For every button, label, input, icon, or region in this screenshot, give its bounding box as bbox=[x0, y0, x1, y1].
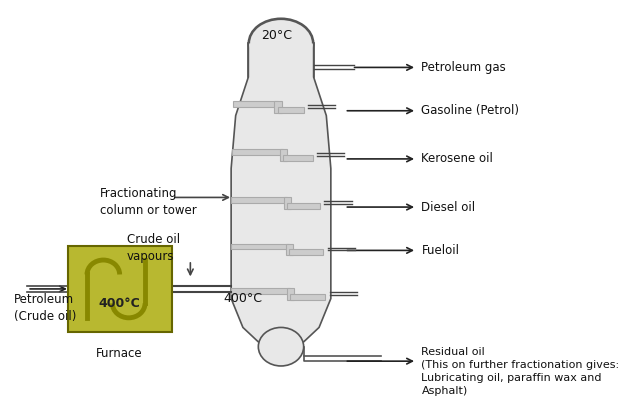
FancyBboxPatch shape bbox=[248, 43, 314, 77]
Text: Kerosene oil: Kerosene oil bbox=[421, 152, 493, 165]
Text: Residual oil
(This on further fractionation gives:
Lubricating oil, paraffin wax: Residual oil (This on further fractionat… bbox=[421, 347, 620, 396]
Bar bbox=[231, 197, 287, 203]
Ellipse shape bbox=[258, 328, 303, 366]
Text: 20°C: 20°C bbox=[261, 29, 292, 42]
Ellipse shape bbox=[248, 18, 314, 68]
Bar bbox=[278, 107, 304, 113]
Polygon shape bbox=[231, 43, 331, 342]
Bar bbox=[283, 155, 313, 161]
Text: Petroleum
(Crude oil): Petroleum (Crude oil) bbox=[14, 293, 76, 323]
Text: Fueloil: Fueloil bbox=[421, 244, 460, 257]
Bar bbox=[291, 294, 325, 300]
Bar bbox=[284, 197, 291, 209]
Bar bbox=[233, 101, 278, 107]
Bar bbox=[231, 244, 289, 249]
Text: Fractionating
column or tower: Fractionating column or tower bbox=[100, 187, 197, 217]
Bar bbox=[68, 245, 172, 332]
Text: Petroleum gas: Petroleum gas bbox=[421, 61, 506, 74]
Bar bbox=[285, 244, 293, 255]
Bar bbox=[289, 249, 323, 255]
Bar bbox=[287, 288, 294, 300]
Text: Gasoline (Petrol): Gasoline (Petrol) bbox=[421, 104, 520, 117]
Text: Crude oil
vapours: Crude oil vapours bbox=[127, 233, 180, 264]
Bar bbox=[280, 149, 287, 161]
Bar bbox=[275, 101, 282, 113]
Bar bbox=[231, 288, 291, 294]
Text: 400°C: 400°C bbox=[99, 297, 141, 310]
Text: Diesel oil: Diesel oil bbox=[421, 200, 476, 213]
Ellipse shape bbox=[249, 19, 312, 67]
Bar bbox=[232, 149, 283, 155]
Text: Furnace: Furnace bbox=[96, 347, 143, 360]
Bar bbox=[287, 203, 320, 209]
Text: 400°C: 400°C bbox=[224, 292, 263, 305]
